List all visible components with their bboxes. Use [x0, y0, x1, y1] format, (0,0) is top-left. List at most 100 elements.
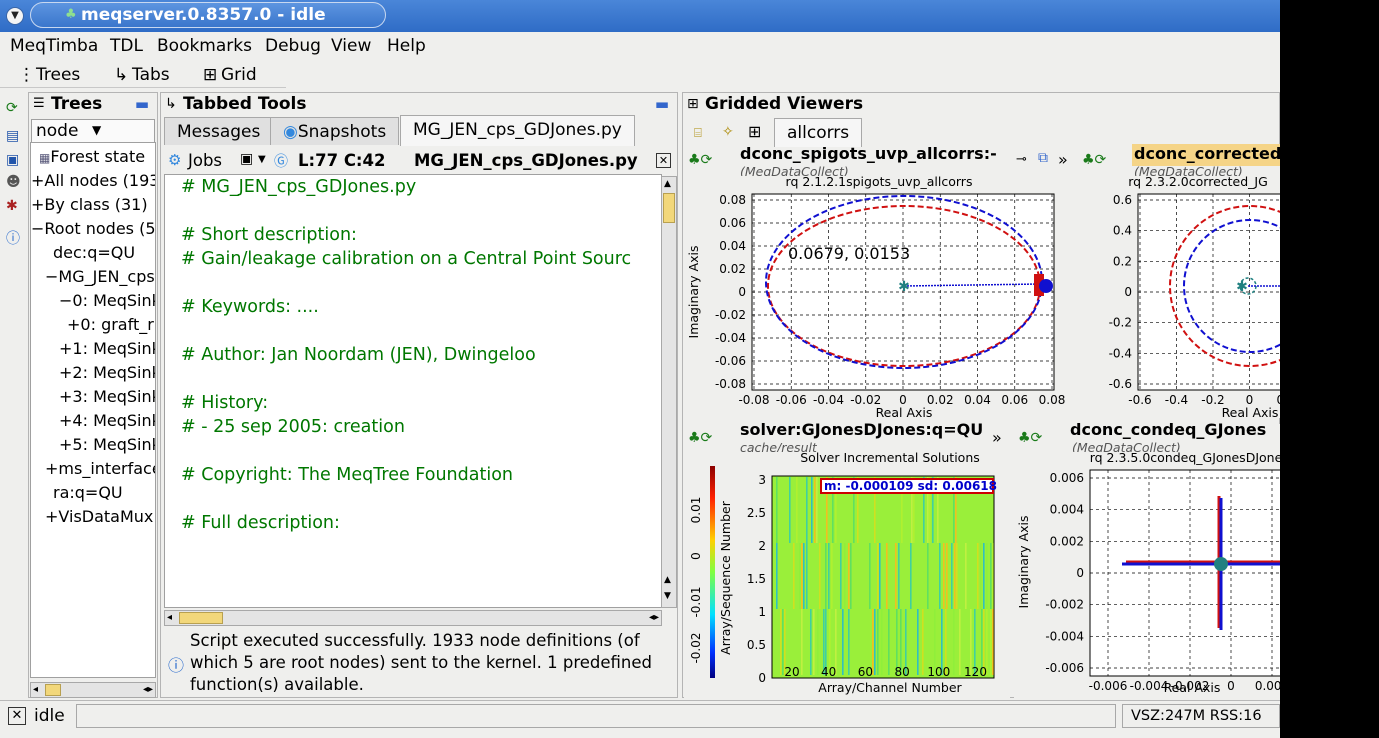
colorbar-tick-label: -0.01 [689, 586, 703, 617]
heatmap-cell [917, 609, 919, 675]
scroll-left-icon[interactable]: ◂ [33, 684, 38, 695]
pin-icon[interactable]: ⊸ [1016, 152, 1027, 167]
editor-vertical-scrollbar[interactable]: ▲ ▲ ▼ [661, 176, 677, 608]
tab-script-file[interactable]: MG_JEN_cps_GDJones.py [400, 115, 635, 146]
jobs-button[interactable]: Jobs [188, 151, 222, 170]
refresh-icon[interactable]: ♣⟳ [688, 430, 712, 446]
x-tick-label: 0.06 [1001, 393, 1028, 407]
grid-icon[interactable]: ⊞ [748, 122, 761, 141]
tree-item[interactable]: −0: MeqSink [59, 291, 156, 310]
more-icon[interactable]: » [992, 428, 1002, 447]
heatmap-cell [888, 609, 890, 675]
tree-item[interactable]: +1: MeqSink [59, 339, 156, 358]
tree-item[interactable]: +ms_interface [45, 459, 156, 478]
tree-item[interactable]: −MG_JEN_cps [45, 267, 155, 286]
new-page-icon[interactable]: ✧ [722, 124, 734, 140]
tree-item[interactable]: +All nodes (193 [31, 171, 156, 190]
more-icon[interactable]: » [1058, 150, 1068, 169]
plot1-annotation: 0.0679, 0.0153 [788, 244, 910, 263]
heatmap-cell [983, 543, 985, 609]
scroll-thumb[interactable] [179, 612, 223, 624]
tab-allcorrs[interactable]: allcorrs [774, 118, 862, 147]
bookmark-icon[interactable]: ⌸ [694, 126, 702, 141]
x-tick-label: -0.006 [1089, 679, 1128, 693]
colorbar-tick-label: 0 [689, 552, 703, 560]
toolbar-grid-button[interactable]: Grid [221, 65, 257, 85]
camera-icon: ◉ [283, 122, 298, 142]
menu-debug[interactable]: Debug [265, 36, 321, 56]
trees-panel-header: ☰ Trees ▬ [29, 93, 157, 115]
menu-view[interactable]: View [331, 36, 371, 56]
heatmap-cell [986, 543, 988, 609]
tree-item[interactable]: +2: MeqSink [59, 363, 156, 382]
menu-meqtimba[interactable]: MeqTimba [10, 36, 98, 56]
minimize-icon[interactable]: ▬ [135, 93, 149, 115]
close-icon[interactable]: ✕ [656, 153, 671, 168]
refresh-icon[interactable]: ♣⟳ [1018, 430, 1042, 446]
scroll-down-icon[interactable]: ▼ [664, 591, 671, 601]
detach-icon[interactable]: ⧉ [1038, 150, 1048, 166]
x-tick-label: -0.004 [1130, 679, 1169, 693]
debug-bug-icon[interactable]: ✱ [6, 198, 18, 214]
tree-item[interactable]: ▦Forest state [39, 147, 145, 166]
save-icon[interactable]: ▣ [240, 151, 253, 167]
chevron-down-icon[interactable]: ▼ [258, 154, 266, 165]
editor-horizontal-scrollbar[interactable]: ◂ ◂▸ [164, 610, 662, 626]
scroll-thumb[interactable] [663, 193, 675, 223]
scroll-right-icon[interactable]: ◂▸ [649, 612, 659, 623]
minimize-icon[interactable]: ▬ [655, 93, 669, 115]
heatmap-cell [811, 477, 813, 543]
heatmap-cell [877, 543, 879, 609]
y-tick-label: 0 [758, 671, 766, 685]
toolbar-trees-button[interactable]: Trees [36, 65, 80, 85]
title-bar[interactable]: ▼ ♣ meqserver.0.8357.0 - idle [0, 0, 1280, 32]
menu-help[interactable]: Help [387, 36, 426, 56]
tree-item[interactable]: +VisDataMux [45, 507, 153, 526]
user-icon[interactable]: ☻ [6, 174, 21, 190]
save-icon[interactable]: ▣ [6, 152, 19, 168]
tree-item[interactable]: +5: MeqSink [59, 435, 156, 454]
scroll-up-icon[interactable]: ▲ [664, 179, 671, 189]
window-title-pill: ♣ meqserver.0.8357.0 - idle [30, 2, 386, 28]
heatmap-cell [810, 609, 812, 675]
scroll-left-icon[interactable]: ◂ [167, 612, 172, 623]
toolbar-tabs-button[interactable]: Tabs [132, 65, 170, 85]
open-folder-icon[interactable]: ▤ [6, 128, 19, 144]
code-editor[interactable]: # MG_JEN_cps_GDJones.py # Short descripti… [164, 174, 662, 608]
menu-bookmarks[interactable]: Bookmarks [157, 36, 252, 56]
tree-item[interactable]: −Root nodes (5 [31, 219, 156, 238]
tree-item[interactable]: +By class (31) [31, 195, 148, 214]
refresh-icon[interactable]: ⟳ [6, 100, 18, 116]
tab-messages[interactable]: Messages [164, 117, 273, 145]
tree-item[interactable]: dec:q=QU [53, 243, 135, 262]
plot2-xlabel: Real Axis [1222, 405, 1279, 420]
info-icon[interactable]: ⓘ [6, 228, 20, 248]
x-tick-label: 100 [927, 665, 950, 679]
tree-item[interactable]: +4: MeqSink [59, 411, 156, 430]
tree-item[interactable]: +3: MeqSink [59, 387, 156, 406]
refresh-icon[interactable]: ♣⟳ [1082, 152, 1106, 168]
code-line: # Gain/leakage calibration on a Central … [181, 249, 631, 269]
y-tick-label: 0.08 [719, 193, 746, 207]
menu-tdl[interactable]: TDL [110, 36, 143, 56]
y-tick-label: 0.02 [719, 262, 746, 276]
close-icon[interactable]: ✕ [8, 707, 26, 725]
tree-item[interactable]: ra:q=QU [53, 483, 123, 502]
tree-horizontal-scrollbar[interactable]: ◂ ◂▸ [30, 682, 156, 698]
window-menu-icon[interactable]: ▼ [6, 7, 24, 25]
plot3-colorbar [710, 466, 715, 678]
scroll-up-icon[interactable]: ▲ [664, 575, 671, 585]
plot1-xlabel: Real Axis [876, 405, 933, 420]
reload-icon[interactable]: Ⓖ [274, 151, 288, 171]
refresh-icon[interactable]: ♣⟳ [688, 152, 712, 168]
plot3-canvas: Solver Incremental Solutions 0.010-0.01-… [684, 448, 1010, 698]
scroll-thumb[interactable] [45, 684, 61, 696]
scroll-right-icon[interactable]: ◂▸ [143, 684, 153, 695]
tree-item[interactable]: +0: graft_r [67, 315, 154, 334]
heatmap-cell [806, 477, 808, 543]
node-combo[interactable]: node ▼ [31, 119, 155, 143]
plot2-caption: rq 2.3.2.0corrected_JG [1128, 174, 1268, 189]
tree-view[interactable]: ▦Forest state +All nodes (193 +By class … [30, 142, 156, 678]
tab-snapshots[interactable]: ◉Snapshots [270, 117, 399, 145]
plot1-title: dconc_spigots_uvp_allcorrs:- [740, 144, 997, 166]
